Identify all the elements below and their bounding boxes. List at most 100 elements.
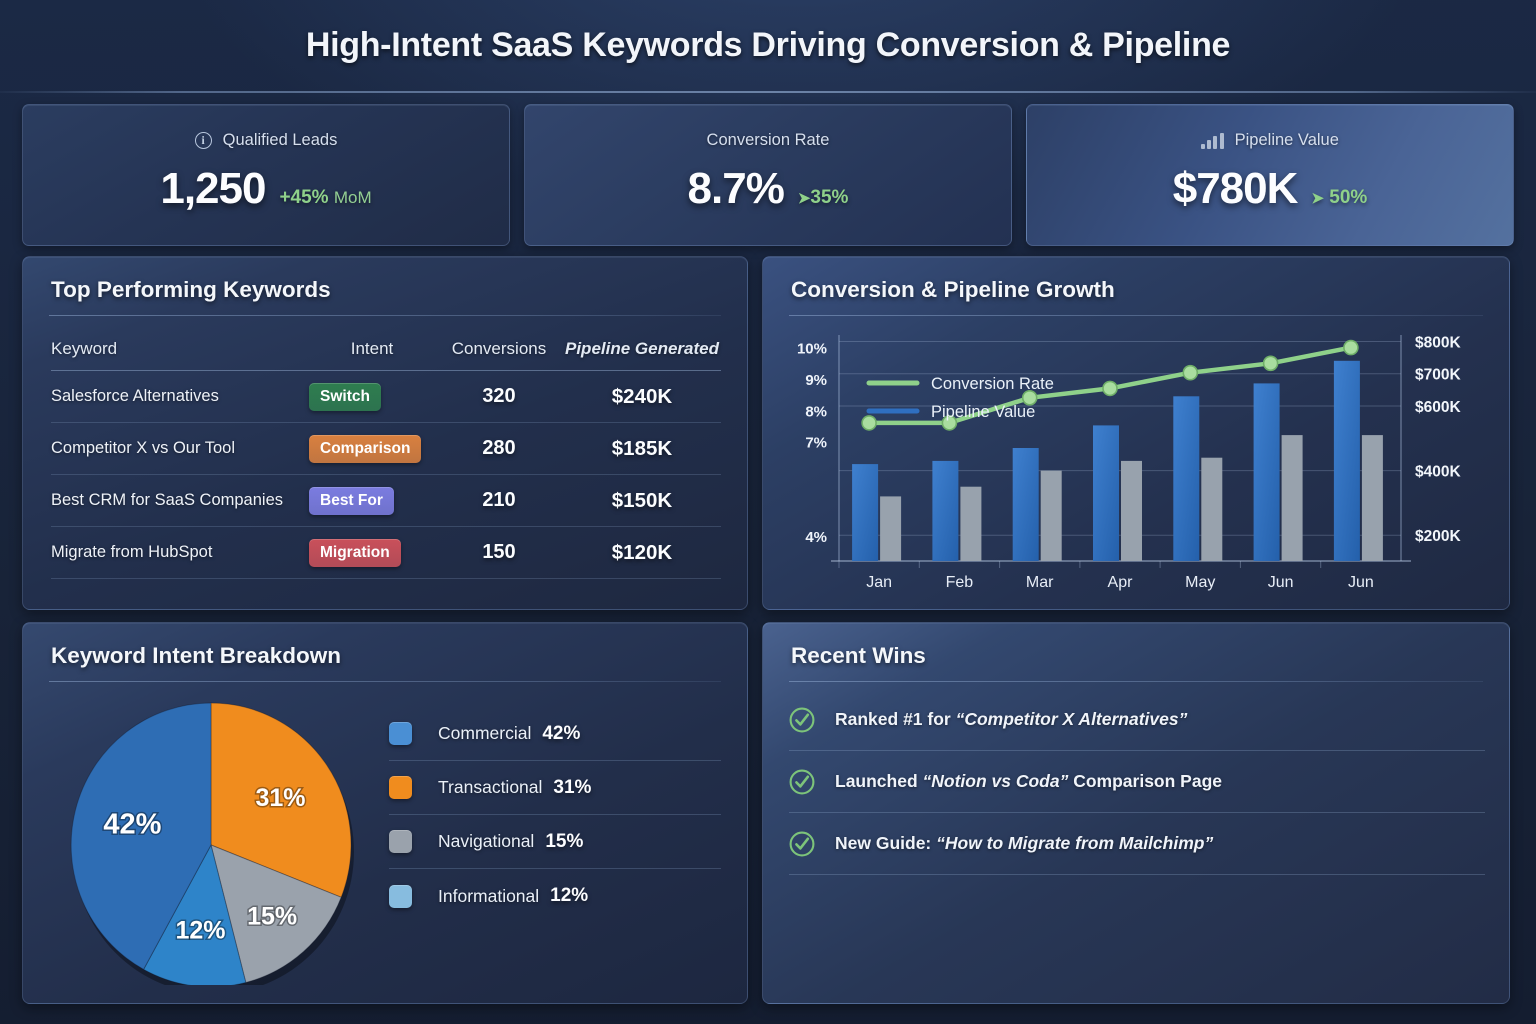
kpi-delta: ➤ 50%	[1311, 188, 1367, 211]
legend-label: Commercial	[438, 723, 532, 743]
bar-pipeline-value[interactable]	[932, 460, 959, 561]
combo-chart[interactable]: 10% 9% 8% 7% 4% $800K $700K $600K $400K $200K Jan F…	[777, 323, 1497, 601]
table-row[interactable]: Migrate from HubSpot Migration 150 $120K	[51, 527, 721, 579]
bar-secondary[interactable]	[1361, 435, 1383, 561]
table-row[interactable]: Salesforce Alternatives Switch 320 $240K	[51, 371, 721, 423]
bar-secondary[interactable]	[960, 486, 982, 561]
legend-label: Informational	[438, 885, 540, 906]
pie-legend: Commercial 42% Transactional 31% Navigationa…	[389, 707, 721, 923]
pie-slice[interactable]	[210, 702, 352, 898]
kpi-card-conversion-rate[interactable]: Conversion Rate 8.7% ➤35%	[524, 104, 1012, 246]
pie-slice-label: 12%	[175, 917, 225, 945]
bar-secondary[interactable]	[1121, 460, 1142, 561]
cell-keyword: Best CRM for SaaS Companies	[51, 491, 284, 509]
bar-secondary[interactable]	[1281, 435, 1303, 561]
cell-conversions: 150	[482, 541, 516, 563]
column-header-pipeline: Pipeline Generated	[565, 338, 719, 358]
kpi-header: Pipeline Value	[1027, 131, 1513, 150]
pie-chart[interactable]: 31% 15% 12% 42%	[63, 699, 393, 985]
table-row[interactable]: Best CRM for SaaS Companies Best For 210 $1…	[51, 475, 721, 527]
page-title: High-Intent SaaS Keywords Driving Conver…	[305, 26, 1231, 64]
cell-conversions: 210	[482, 489, 516, 511]
panel-divider	[49, 681, 721, 682]
win-text: Launched “Notion vs Coda” Comparison Pag…	[835, 771, 1223, 791]
y-axis-left-tick: 8%	[805, 403, 827, 420]
list-item[interactable]: New Guide: “How to Migrate from Mailchim…	[789, 813, 1485, 875]
y-axis-left-tick: 7%	[805, 435, 827, 452]
kpi-delta-suffix: MoM	[333, 188, 372, 207]
line-point-conversion-rate[interactable]	[1102, 380, 1118, 397]
x-axis-tick: Jun	[1268, 574, 1294, 591]
kpi-delta-value: 35%	[810, 187, 849, 208]
check-circle-icon	[789, 831, 815, 857]
check-circle-icon	[789, 707, 815, 733]
y-axis-left-tick: 10%	[797, 341, 827, 358]
panel-title: Top Performing Keywords	[51, 277, 331, 302]
bar-secondary[interactable]	[880, 496, 902, 561]
line-point-conversion-rate[interactable]	[941, 415, 958, 431]
legend-swatch	[389, 722, 412, 745]
panel-title: Keyword Intent Breakdown	[51, 643, 342, 668]
bar-pipeline-value[interactable]	[1093, 425, 1119, 561]
kpi-body: 1,250 +45% MoM	[23, 167, 509, 211]
kpi-header: i Qualified Leads	[23, 131, 509, 150]
y-axis-left-tick: 4%	[805, 529, 827, 546]
list-item[interactable]: Ranked #1 for “Competitor X Alternatives…	[789, 689, 1485, 751]
line-point-conversion-rate[interactable]	[1343, 339, 1359, 356]
y-axis-right-tick: $700K	[1415, 367, 1461, 384]
legend-item[interactable]: Commercial 42%	[389, 707, 721, 761]
y-axis-right-tick: $400K	[1415, 464, 1461, 481]
status-badge: Switch	[309, 382, 381, 411]
legend-item[interactable]: Informational 12%	[389, 869, 721, 923]
chart-legend-label: Conversion Rate	[931, 375, 1054, 393]
dashboard-header: High-Intent SaaS Keywords Driving Conver…	[0, 0, 1536, 93]
kpi-label: Qualified Leads	[222, 131, 338, 149]
panel-recent-wins: Recent Wins Ranked #1 for “Competitor X …	[762, 622, 1510, 1004]
kpi-value: $780K	[1172, 164, 1299, 213]
pie-slice[interactable]	[70, 702, 212, 971]
kpi-card-pipeline-value[interactable]: Pipeline Value $780K ➤ 50%	[1026, 104, 1514, 246]
table-row[interactable]: Competitor X vs Our Tool Comparison 280 $18…	[51, 423, 721, 475]
bar-secondary[interactable]	[1040, 470, 1062, 561]
bar-pipeline-value[interactable]	[1333, 360, 1360, 561]
bar-pipeline-value[interactable]	[852, 464, 879, 561]
x-axis-tick: May	[1185, 574, 1215, 591]
recent-wins-list: Ranked #1 for “Competitor X Alternatives…	[789, 689, 1485, 875]
line-point-conversion-rate[interactable]	[1021, 390, 1038, 406]
check-circle-icon	[789, 769, 815, 795]
pie-slice[interactable]	[142, 843, 247, 985]
bar-pipeline-value[interactable]	[1253, 383, 1280, 561]
x-axis-tick: Jan	[866, 574, 892, 591]
legend-item[interactable]: Transactional 31%	[389, 761, 721, 815]
bar-secondary[interactable]	[1201, 457, 1223, 561]
bar-pipeline-value[interactable]	[1173, 396, 1200, 561]
column-header-intent: Intent	[350, 338, 394, 358]
status-badge: Best For	[309, 486, 394, 515]
list-item[interactable]: Launched “Notion vs Coda” Comparison Pag…	[789, 751, 1485, 813]
line-point-conversion-rate[interactable]	[861, 415, 877, 431]
legend-item[interactable]: Navigational 15%	[389, 815, 721, 869]
y-axis-left-tick: 9%	[805, 372, 827, 389]
kpi-body: 8.7% ➤35%	[525, 167, 1011, 211]
legend-swatch	[389, 884, 412, 908]
cell-pipeline: $120K	[611, 540, 673, 564]
column-header-keyword: Keyword	[51, 338, 118, 358]
panel-conversion-pipeline-growth: Conversion & Pipeline Growth 10% 9% 8% 7% 4%…	[762, 256, 1510, 610]
kpi-card-qualified-leads[interactable]: i Qualified Leads 1,250 +45% MoM	[22, 104, 510, 246]
keywords-table: Keyword Intent Conversions Pipeline Gene…	[51, 327, 721, 579]
panel-keyword-intent-breakdown: Keyword Intent Breakdown 31% 15% 12% 42% Co…	[22, 622, 748, 1004]
pie-slice[interactable]	[210, 844, 342, 984]
bar-pipeline-value[interactable]	[1012, 448, 1039, 561]
legend-label: Transactional	[438, 777, 543, 797]
line-point-conversion-rate[interactable]	[1182, 364, 1199, 381]
cell-keyword: Competitor X vs Our Tool	[51, 439, 236, 457]
legend-percent: 15%	[545, 830, 584, 852]
cell-keyword: Salesforce Alternatives	[51, 387, 219, 405]
cell-pipeline: $240K	[611, 384, 673, 408]
cell-pipeline: $185K	[611, 436, 673, 460]
panel-title: Recent Wins	[791, 643, 926, 668]
y-axis-right-tick: $800K	[1415, 335, 1461, 352]
panel-divider	[789, 315, 1483, 316]
line-point-conversion-rate[interactable]	[1262, 355, 1279, 372]
cell-pipeline: $150K	[611, 488, 673, 512]
